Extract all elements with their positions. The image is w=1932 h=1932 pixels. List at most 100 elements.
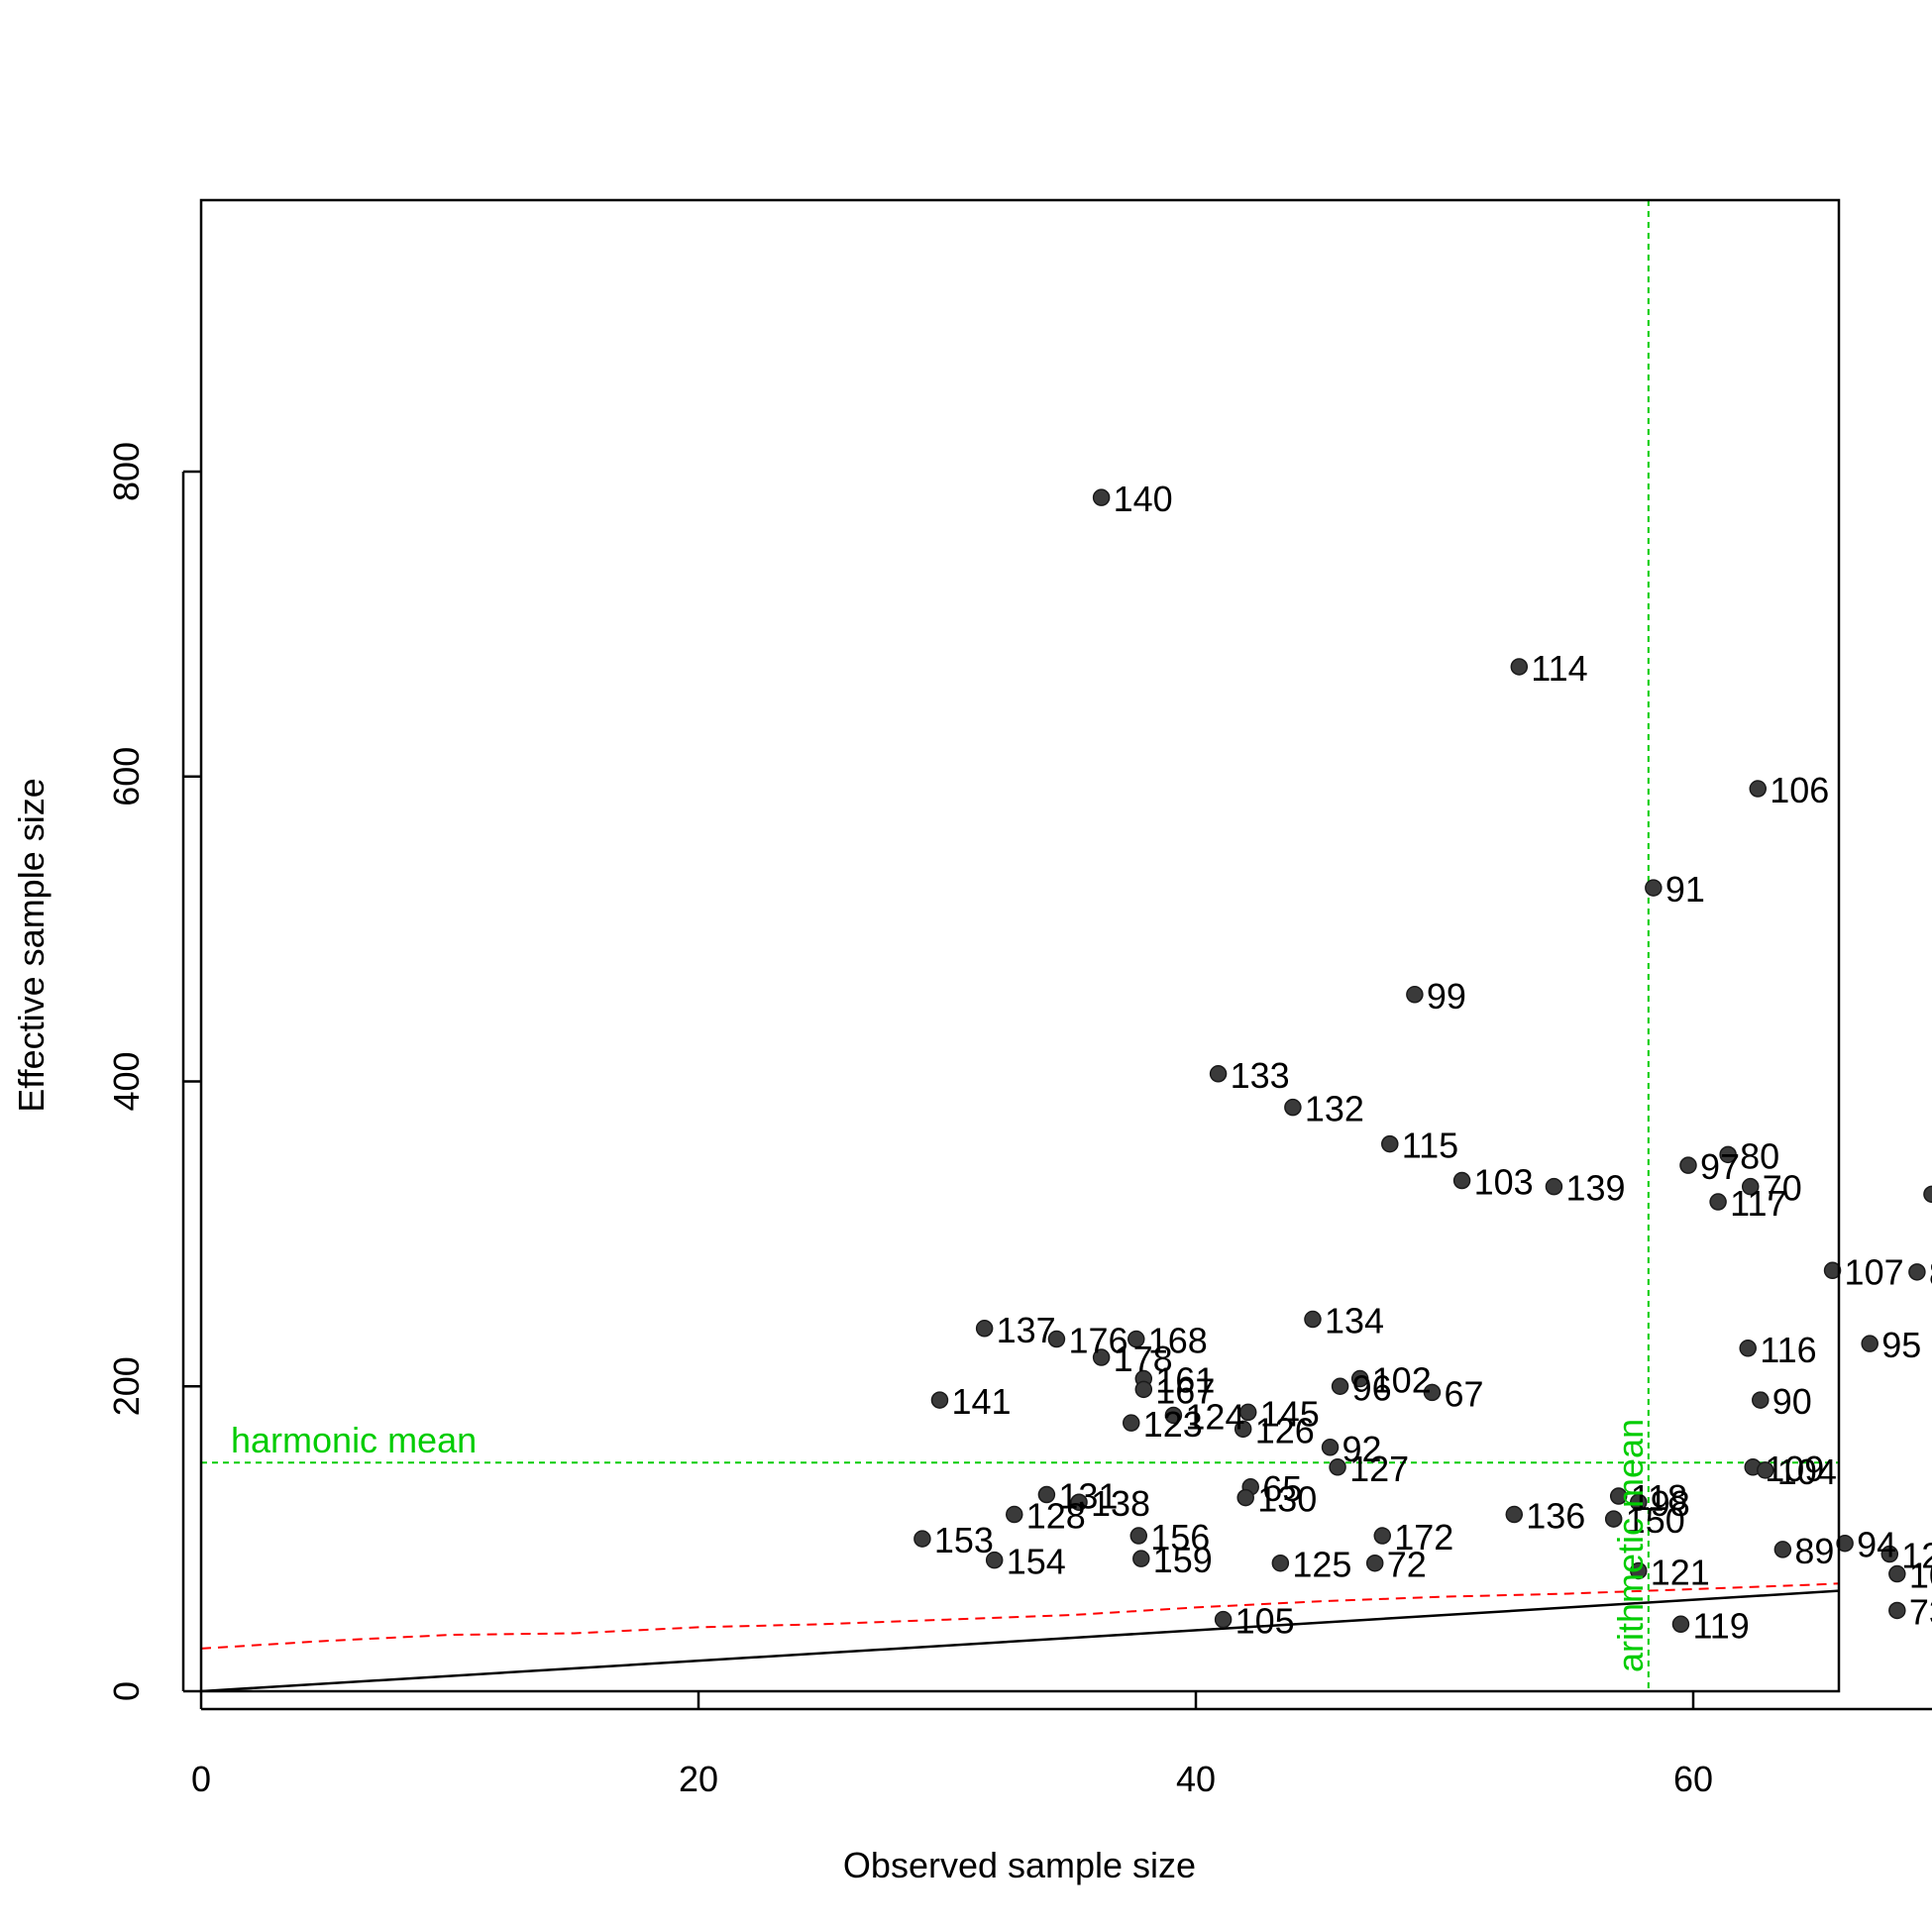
data-point	[1284, 1098, 1302, 1117]
point-label: 65	[1262, 1468, 1302, 1509]
point-label: 131	[1058, 1476, 1118, 1517]
data-point	[1836, 1534, 1854, 1553]
data-point	[1545, 1177, 1563, 1196]
data-point	[1908, 1263, 1926, 1281]
data-point	[1679, 1156, 1697, 1174]
data-point	[1880, 1545, 1899, 1563]
point-label: 114	[1531, 648, 1587, 689]
data-point	[1630, 1493, 1648, 1511]
point-label: 159	[1153, 1540, 1213, 1580]
x-tick-label: 20	[679, 1759, 718, 1799]
data-point	[1861, 1335, 1878, 1352]
point-label: 118	[1631, 1477, 1687, 1518]
point-label: 178	[1114, 1339, 1173, 1379]
x-axis-title: Observed sample size	[843, 1845, 1196, 1885]
point-label: 128	[1026, 1496, 1086, 1537]
point-label: 90	[1772, 1381, 1812, 1422]
data-point	[1070, 1493, 1088, 1511]
data-point	[1321, 1439, 1340, 1456]
data-point	[1645, 879, 1663, 897]
data-point	[1304, 1310, 1322, 1329]
data-point	[1741, 1177, 1760, 1196]
point-label: 80	[1740, 1135, 1779, 1176]
data-point	[1006, 1505, 1023, 1524]
data-point	[1037, 1485, 1056, 1504]
point-label: 172	[1394, 1517, 1453, 1557]
point-label: 138	[1091, 1483, 1150, 1524]
data-point	[985, 1551, 1004, 1569]
point-label: 92	[1342, 1429, 1382, 1469]
point-label: 88	[1929, 1253, 1932, 1294]
data-point	[1752, 1391, 1770, 1409]
plot-frame	[199, 198, 1841, 1693]
point-label: 139	[1565, 1168, 1625, 1209]
point-label: 117	[1730, 1183, 1786, 1224]
point-labels-group: 6614068114106917199133132115809710313970…	[934, 479, 1932, 1646]
y-tick-label: 800	[106, 442, 147, 501]
point-label: 161	[1155, 1360, 1215, 1401]
point-label: 102	[1372, 1360, 1432, 1401]
point-label: 67	[1444, 1373, 1483, 1414]
point-label: 89	[1794, 1531, 1834, 1571]
data-point	[1510, 658, 1529, 676]
point-label: 99	[1427, 976, 1466, 1017]
data-point	[1452, 1171, 1471, 1190]
data-point	[1214, 1610, 1233, 1629]
point-label: 72	[1387, 1545, 1427, 1585]
data-point	[1365, 1554, 1384, 1572]
data-point	[1122, 1414, 1140, 1432]
point-label: 176	[1068, 1321, 1127, 1361]
data-point	[1164, 1406, 1183, 1425]
data-point	[975, 1320, 994, 1338]
point-label: 96	[1352, 1367, 1392, 1408]
data-point	[1373, 1527, 1391, 1545]
point-label: 167	[1155, 1370, 1215, 1411]
point-label: 141	[951, 1381, 1011, 1422]
point-label: 119	[1692, 1605, 1749, 1646]
data-point	[1209, 1065, 1228, 1083]
data-point	[1609, 1487, 1628, 1505]
y-tick-label: 600	[106, 747, 147, 806]
x-tick-label: 60	[1673, 1759, 1713, 1799]
point-label: 98	[1651, 1483, 1690, 1524]
data-point	[1604, 1510, 1623, 1528]
data-point	[1406, 986, 1424, 1004]
data-point	[1739, 1340, 1757, 1357]
data-point	[1331, 1377, 1349, 1395]
point-label: 126	[1255, 1410, 1315, 1450]
plot-content: 6614068114106917199133132115809710313970…	[201, 200, 1932, 1691]
data-point	[1329, 1458, 1346, 1476]
data-point	[1630, 1561, 1648, 1580]
point-label: 154	[1007, 1542, 1066, 1582]
point-label: 136	[1526, 1496, 1585, 1537]
point-label: 145	[1260, 1393, 1320, 1434]
data-point	[1134, 1380, 1153, 1399]
point-label: 168	[1148, 1321, 1208, 1361]
point-label: 132	[1305, 1089, 1364, 1129]
x-axis: 020406080100120	[191, 1691, 1932, 1799]
data-point	[1757, 1461, 1774, 1479]
point-label: 115	[1402, 1126, 1458, 1166]
data-point	[1127, 1330, 1145, 1348]
y-axis-title: Effective sample size	[11, 778, 52, 1112]
point-label: 91	[1665, 869, 1705, 910]
data-point	[1092, 1348, 1111, 1366]
data-point	[1350, 1369, 1369, 1388]
identity-line	[201, 1589, 1839, 1691]
data-point	[1709, 1193, 1727, 1211]
point-label: 105	[1235, 1601, 1295, 1642]
data-point	[1888, 1564, 1906, 1583]
data-point	[930, 1391, 949, 1409]
point-label: 95	[1881, 1325, 1921, 1365]
point-label: 73	[1909, 1591, 1932, 1632]
point-label: 97	[1700, 1146, 1740, 1187]
point-label: 107	[1845, 1251, 1904, 1292]
point-label: 134	[1325, 1301, 1384, 1342]
point-label: 122	[1901, 1536, 1932, 1576]
data-point	[1719, 1145, 1737, 1164]
y-tick-label: 200	[106, 1356, 147, 1416]
point-label: 70	[1763, 1168, 1802, 1209]
point-label: 106	[1770, 770, 1829, 810]
